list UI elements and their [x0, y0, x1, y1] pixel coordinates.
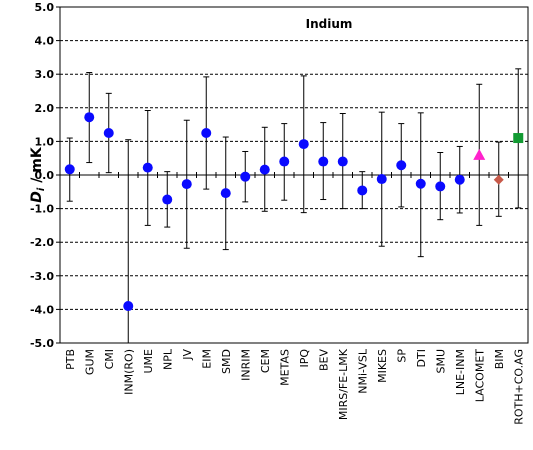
data-point: [103, 128, 114, 138]
data-point: [337, 156, 348, 167]
x-tick-label: SMU: [434, 349, 447, 374]
y-tick-label: 1.0: [35, 135, 55, 148]
data-point: [142, 162, 153, 173]
x-tick-label: JV: [181, 349, 194, 361]
x-tick-label: ROTH+CO.AG: [512, 349, 525, 425]
x-tick-label: EIM: [200, 349, 213, 369]
x-tick-label: SP: [395, 349, 408, 363]
y-tick-label: -5.0: [30, 337, 54, 350]
y-tick-label: 0.0: [35, 169, 55, 182]
y-tick-label: 5.0: [35, 1, 55, 14]
x-tick-label: BEV: [317, 349, 330, 371]
x-tick-label: MIRS/FE-LMK: [337, 348, 350, 420]
x-tick-label: UME: [142, 349, 155, 374]
x-tick-label: NMi-VSL: [356, 348, 369, 394]
y-tick-label: -4.0: [30, 303, 54, 316]
data-point: [415, 178, 426, 189]
data-point: [201, 128, 212, 138]
data-point: [473, 148, 486, 160]
data-point: [240, 171, 251, 182]
x-tick-label: CEM: [259, 349, 272, 373]
x-tick-label: DTI: [415, 349, 428, 367]
data-point: [513, 133, 524, 144]
y-tick-label: 3.0: [35, 68, 55, 81]
x-tick-label: GUM: [83, 349, 96, 375]
y-axis-label: Di / mK: [29, 146, 47, 203]
chart-title: Indium: [306, 17, 353, 31]
data-point: [318, 156, 329, 167]
x-tick-label: CMI: [103, 349, 116, 369]
y-tick-label: -3.0: [30, 270, 54, 283]
x-tick-label: METAS: [278, 349, 291, 386]
data-point: [435, 181, 446, 192]
data-point: [298, 139, 309, 150]
data-point: [220, 188, 231, 199]
y-axis-label-unit: / mK: [29, 146, 45, 187]
data-points: [64, 112, 524, 312]
data-point: [123, 301, 134, 312]
x-tick-label: INRIM: [239, 349, 252, 381]
error-bars: [66, 68, 522, 344]
data-point: [259, 164, 270, 175]
x-tick-label: LNE-INM: [454, 349, 467, 395]
axes: [56, 6, 529, 344]
y-tick-label: 4.0: [35, 35, 55, 48]
x-tick-label: LACOMET: [473, 349, 486, 402]
y-tick-label: -1.0: [30, 203, 54, 216]
data-point: [279, 156, 290, 167]
x-tick-label: SMD: [220, 349, 233, 374]
data-point: [84, 112, 95, 123]
grid-lines: [60, 6, 528, 310]
y-tick-label: -2.0: [30, 236, 54, 249]
data-point: [376, 174, 387, 185]
x-tick-label: IPQ: [298, 349, 311, 368]
data-point: [493, 174, 504, 185]
y-axis-label-symbol: D: [29, 191, 45, 203]
data-point: [454, 174, 465, 185]
data-point: [357, 185, 368, 196]
y-axis-label-subscript: i: [36, 187, 47, 191]
x-tick-labels: PTB GUM CMI INM(RO) UME NPL JV EIM SMD INRIM CEM ME…: [64, 348, 526, 425]
x-tick-label: MIKES: [376, 349, 389, 383]
data-point: [181, 179, 192, 190]
data-point: [162, 194, 173, 205]
x-tick-label: INM(RO): [122, 349, 135, 395]
y-tick-labels: 5.0 4.0 3.0 2.0 1.0 0.0 -1.0 -2.0 -3.0 -4.0 -5.0: [30, 1, 54, 350]
x-tick-label: NPL: [161, 348, 174, 370]
y-tick-label: 2.0: [35, 102, 55, 115]
data-point: [396, 160, 407, 171]
data-point: [64, 164, 75, 175]
x-tick-label: PTB: [64, 349, 77, 370]
x-tick-label: BIM: [493, 349, 506, 369]
